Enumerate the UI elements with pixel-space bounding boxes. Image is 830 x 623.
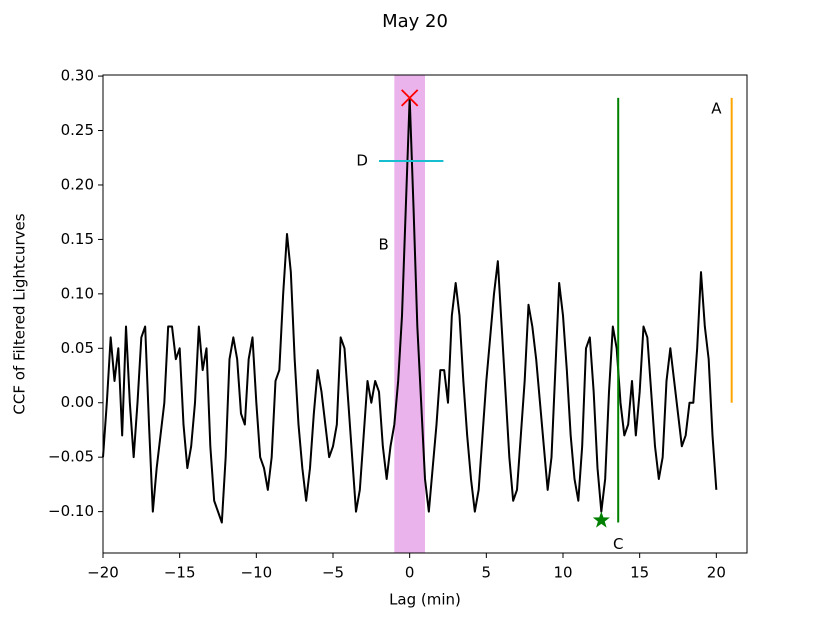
annotation: C	[613, 535, 623, 553]
y-axis-label: CCF of Filtered Lightcurves	[11, 213, 29, 414]
y-tick-label: 0.30	[61, 67, 94, 85]
x-tick-label: −10	[241, 564, 273, 582]
x-tick-label: 15	[630, 564, 649, 582]
y-tick-label: 0.15	[61, 230, 94, 248]
x-tick-label: 10	[553, 564, 572, 582]
chart-title: May 20	[382, 11, 448, 32]
x-tick-label: −5	[322, 564, 344, 582]
annotation: A	[711, 99, 722, 117]
y-tick-label: 0.10	[61, 284, 94, 302]
y-tick-label: −0.10	[48, 502, 94, 520]
x-tick-label: −15	[164, 564, 196, 582]
star-marker	[592, 511, 610, 528]
annotation: D	[356, 152, 368, 170]
x-tick-label: −20	[87, 564, 119, 582]
y-tick-label: −0.05	[48, 448, 94, 466]
y-tick-label: 0.05	[61, 339, 94, 357]
y-tick-label: 0.25	[61, 121, 94, 139]
plot-frame	[102, 74, 748, 554]
x-tick-label: 5	[482, 564, 492, 582]
y-tick-label: 0.00	[61, 393, 94, 411]
highlight-span	[394, 75, 425, 553]
x-tick-label: 20	[707, 564, 726, 582]
x-tick-label: 0	[405, 564, 415, 582]
annotation: B	[378, 235, 388, 253]
x-axis-label: Lag (min)	[389, 591, 461, 609]
x-marker	[401, 89, 419, 107]
y-tick-label: 0.20	[61, 175, 94, 193]
